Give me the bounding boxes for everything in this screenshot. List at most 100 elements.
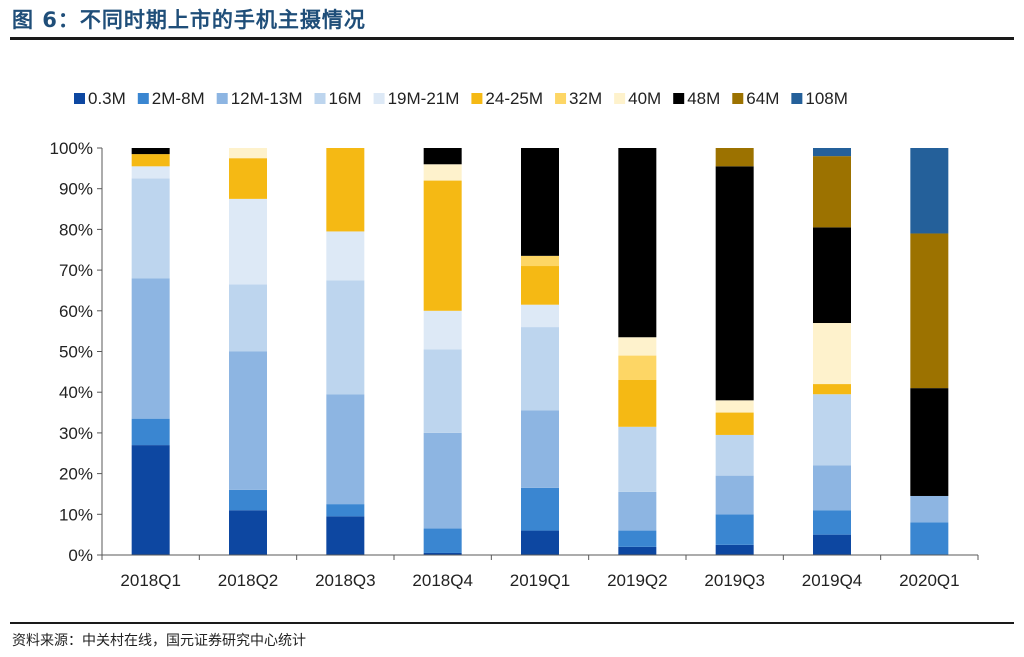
bar-segment — [521, 410, 559, 488]
bar-segment — [910, 233, 949, 389]
bar-segment — [521, 255, 559, 267]
bar-segment — [715, 412, 754, 435]
y-tick-label: 30% — [59, 424, 93, 443]
bar-segment — [618, 530, 657, 547]
bar-segment — [131, 278, 170, 419]
source-note: 资料来源：中关村在线，国元证券研究中心统计 — [12, 633, 306, 649]
bar-segment — [813, 394, 851, 466]
chart-bars — [131, 148, 949, 555]
legend-item: 64M — [732, 89, 779, 108]
legend-label: 0.3M — [88, 89, 126, 108]
x-tick-label: 2019Q1 — [510, 571, 571, 590]
legend-swatch — [74, 93, 85, 104]
bar-segment — [910, 388, 949, 496]
bar-segment — [910, 522, 949, 555]
title-divider — [10, 37, 1014, 40]
y-tick-label: 70% — [59, 261, 93, 280]
legend-label: 12M-13M — [231, 89, 303, 108]
bar-segment — [131, 154, 170, 167]
bar-segment — [618, 355, 657, 380]
bar-segment — [618, 379, 657, 427]
bar-segment — [715, 166, 754, 401]
legend-label: 40M — [628, 89, 661, 108]
bar-segment — [715, 475, 754, 515]
y-tick-label: 90% — [59, 180, 93, 199]
bar-segment — [813, 156, 851, 228]
y-tick-label: 40% — [59, 383, 93, 402]
bar-segment — [813, 148, 851, 157]
y-tick-label: 80% — [59, 220, 93, 239]
legend-item: 0.3M — [74, 89, 126, 108]
legend-swatch — [732, 93, 744, 104]
legend-swatch — [216, 93, 228, 104]
legend-label: 19M-21M — [388, 89, 460, 108]
bar-segment — [618, 491, 657, 531]
bar-segment — [813, 534, 851, 555]
figure-title: 图 6：不同时期上市的手机主摄情况 — [12, 8, 366, 32]
bar-segment — [813, 384, 851, 395]
legend-swatch — [471, 93, 483, 104]
bar-segment — [813, 227, 851, 324]
bar-segment — [326, 504, 365, 517]
bar-segment — [521, 487, 559, 531]
bar-segment — [229, 148, 267, 159]
x-tick-label: 2018Q3 — [315, 571, 376, 590]
legend-label: 2M-8M — [152, 89, 205, 108]
y-tick-label: 0% — [68, 546, 93, 565]
legend-item: 19M-21M — [373, 89, 460, 108]
bar-segment — [229, 489, 267, 511]
bar-segment — [423, 164, 462, 181]
bar-segment — [326, 231, 365, 281]
bar-segment — [715, 434, 754, 476]
bar-segment — [423, 552, 462, 555]
bar-segment — [813, 465, 851, 511]
bar-segment — [813, 323, 851, 385]
legend-item: 16M — [314, 89, 362, 108]
bar-segment — [423, 528, 462, 553]
x-tick-label: 2018Q4 — [412, 571, 473, 590]
legend-label: 24-25M — [485, 89, 543, 108]
legend-item: 2M-8M — [137, 89, 205, 108]
legend-item: 48M — [673, 89, 720, 108]
legend-swatch — [314, 93, 326, 104]
bar-segment — [131, 418, 170, 446]
bar-segment — [131, 178, 170, 279]
chart-legend: 0.3M 2M-8M 12M-13M 16M 19M-21M 24-25M 32M 40M 48… — [74, 89, 848, 108]
legend-swatch — [555, 93, 567, 104]
bar-segment — [229, 351, 267, 490]
bar-segment — [326, 516, 365, 555]
bar-segment — [618, 148, 657, 338]
bar-segment — [423, 349, 462, 433]
bar-segment — [521, 530, 559, 555]
bar-segment — [521, 266, 559, 305]
legend-swatch — [137, 93, 149, 104]
bar-segment — [910, 148, 949, 234]
legend-item: 12M-13M — [216, 89, 303, 108]
bar-segment — [521, 304, 559, 328]
legend-item: 32M — [555, 89, 602, 108]
legend-label: 108M — [805, 89, 848, 108]
bar-segment — [423, 432, 462, 529]
bar-segment — [715, 148, 754, 167]
bar-segment — [423, 148, 462, 165]
bar-segment — [715, 400, 754, 413]
legend-swatch — [373, 93, 385, 104]
bar-segment — [813, 510, 851, 535]
bar-segment — [618, 546, 657, 555]
x-tick-label: 2018Q1 — [120, 571, 181, 590]
y-tick-label: 10% — [59, 505, 93, 524]
legend-label: 64M — [746, 89, 779, 108]
legend-swatch — [614, 93, 626, 104]
chart-axes: 0% 10% 20% 30% 40% 50% 60% 70% 80% 90% 100% 2018Q1 2… — [50, 139, 979, 590]
bar-segment — [131, 445, 170, 555]
bar-segment — [715, 514, 754, 545]
legend-item: 108M — [791, 89, 848, 108]
x-tick-label: 2019Q4 — [802, 571, 863, 590]
bar-segment — [229, 158, 267, 199]
bar-segment — [229, 198, 267, 285]
bar-segment — [326, 394, 365, 505]
bar-segment — [423, 180, 462, 311]
legend-label: 48M — [687, 89, 720, 108]
bar-segment — [521, 148, 559, 256]
bar-segment — [131, 148, 170, 155]
